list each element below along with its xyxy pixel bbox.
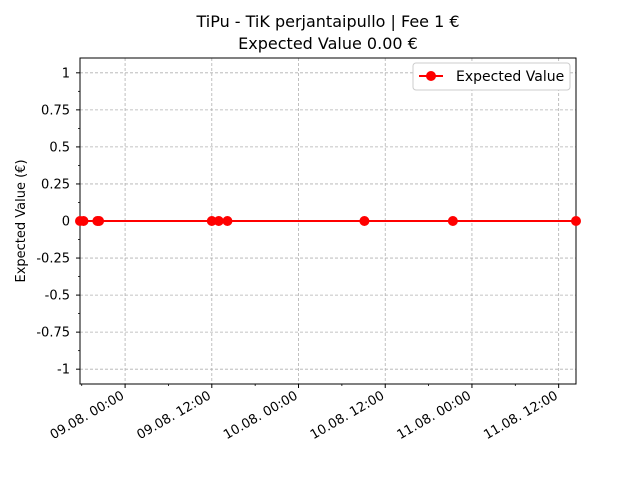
y-tick-label: 0.75 [41, 103, 70, 118]
y-tick-label: 0.5 [49, 140, 70, 155]
legend-box [412, 62, 571, 91]
legend-label: Expected Value [456, 69, 564, 85]
y-tick-label: -0.75 [36, 326, 70, 341]
series-group [75, 216, 581, 226]
chart-title: TiPu - TiK perjantaipullo | Fee 1 € [195, 12, 459, 31]
y-tick-label: -1 [57, 363, 70, 378]
y-axis: 1 0.75 0.5 0.25 0 -0.25 -0.5 -0.75 -1 [36, 66, 80, 378]
y-tick-label: 0 [62, 215, 70, 230]
legend-marker [426, 71, 436, 81]
x-tick-label: 11.08. 00:00 [395, 388, 474, 442]
data-point [78, 216, 89, 226]
y-tick-label: 1 [62, 66, 70, 81]
data-point [359, 216, 370, 226]
data-point [222, 216, 233, 226]
legend: Expected Value [412, 62, 571, 91]
y-tick-label: -0.25 [36, 252, 70, 267]
data-point [206, 216, 217, 226]
x-tick-label: 10.08. 12:00 [308, 388, 387, 442]
x-tick-label: 11.08. 12:00 [481, 388, 560, 442]
y-tick-label: -0.5 [45, 289, 70, 304]
chart-subtitle: Expected Value 0.00 € [238, 34, 418, 53]
x-tick-label: 09.08. 00:00 [48, 388, 127, 442]
x-axis: 09.08. 00:00 09.08. 12:00 10.08. 00:00 10.0… [48, 384, 561, 443]
data-point [213, 216, 224, 226]
x-tick-label: 10.08. 00:00 [221, 388, 300, 442]
x-tick-label: 09.08. 12:00 [134, 388, 213, 442]
y-tick-label: 0.25 [41, 177, 70, 192]
y-axis-label: Expected Value (€) [14, 159, 29, 282]
data-point [447, 216, 458, 226]
data-point [571, 216, 581, 226]
data-point [94, 216, 105, 226]
